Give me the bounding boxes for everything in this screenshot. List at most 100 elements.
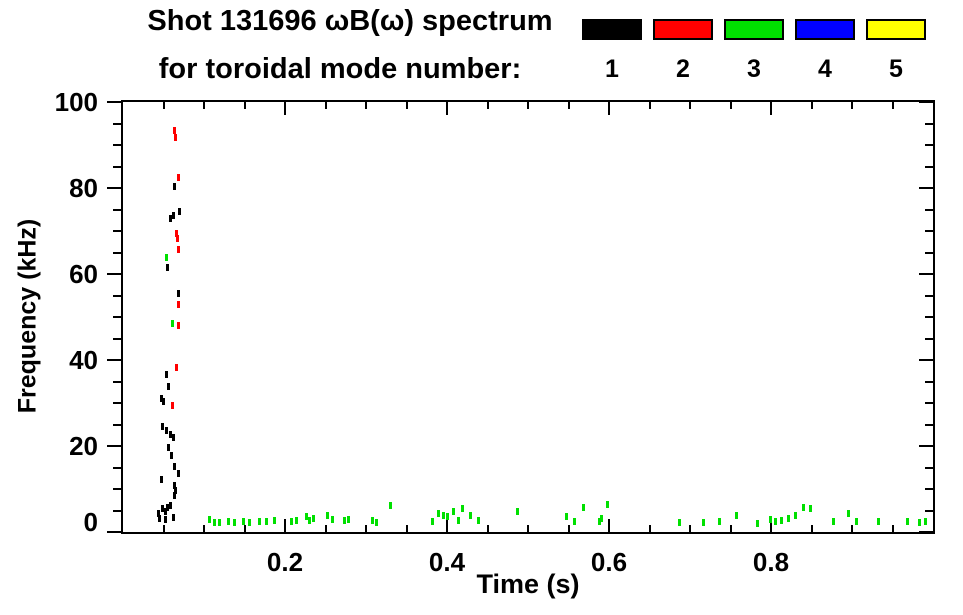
y-minor-tick-left [113, 122, 121, 125]
data-point [445, 513, 449, 521]
data-point [178, 208, 182, 216]
legend-swatch [866, 19, 926, 40]
data-point [170, 401, 174, 409]
y-axis-label: Frequency (kHz) [13, 218, 42, 414]
data-point [257, 518, 261, 526]
data-point [177, 289, 181, 297]
y-major-tick-right [919, 187, 933, 189]
x-major-tick-bottom [608, 519, 610, 532]
data-point [176, 301, 180, 309]
y-minor-tick-right [925, 251, 933, 254]
data-point [515, 508, 519, 516]
chart-title-line1: Shot 131696 ωB(ω) spectrum [147, 5, 553, 37]
x-minor-tick-bottom [486, 525, 489, 532]
data-point [289, 518, 293, 526]
legend-item: 1 [582, 19, 642, 82]
x-minor-tick-bottom [567, 525, 570, 532]
data-point [169, 430, 173, 438]
data-point [347, 516, 351, 524]
data-point [924, 518, 928, 526]
data-point [161, 505, 165, 513]
data-point [173, 183, 177, 191]
y-minor-tick-right [925, 337, 933, 340]
data-point [477, 517, 481, 525]
x-minor-tick-top [324, 102, 327, 109]
y-major-tick-left [107, 101, 121, 103]
data-point [600, 515, 604, 523]
x-minor-tick-top [851, 102, 853, 109]
y-minor-tick-right [925, 509, 933, 512]
data-point [217, 519, 221, 527]
data-point [173, 462, 177, 470]
data-point [468, 512, 472, 520]
data-point [809, 505, 813, 513]
data-point [170, 452, 174, 460]
y-minor-tick-left [113, 251, 121, 254]
data-point [247, 519, 251, 527]
data-point [780, 517, 784, 525]
data-point [165, 371, 169, 379]
y-tick-label: 80 [69, 173, 98, 203]
y-major-tick-right [919, 359, 933, 361]
x-minor-tick-bottom [365, 525, 367, 532]
x-minor-tick-top [729, 102, 732, 109]
y-minor-tick-right [925, 144, 933, 146]
data-point [854, 518, 858, 526]
y-minor-tick-left [113, 144, 121, 146]
data-point [917, 519, 921, 527]
y-tick-label: 100 [54, 87, 98, 117]
data-point [226, 518, 230, 526]
y-minor-tick-right [925, 423, 933, 426]
y-minor-tick-left [113, 423, 121, 426]
x-minor-tick-bottom [203, 525, 205, 532]
data-point [342, 517, 346, 525]
y-minor-tick-right [925, 380, 933, 383]
y-minor-tick-right [925, 208, 933, 211]
x-minor-tick-bottom [243, 525, 246, 532]
data-point [272, 517, 276, 525]
y-minor-tick-right [925, 402, 933, 404]
data-point [176, 470, 180, 478]
data-point [165, 254, 169, 262]
data-point [175, 235, 179, 243]
legend-label: 1 [605, 55, 619, 83]
data-point [160, 475, 164, 483]
data-point [208, 516, 212, 524]
x-major-tick-top [770, 102, 772, 115]
x-minor-tick-bottom [729, 525, 732, 532]
data-point [370, 517, 374, 525]
legend-label: 3 [747, 55, 761, 83]
legend-label: 4 [818, 55, 832, 83]
x-minor-tick-top [648, 102, 651, 109]
chart-title-line2: for toroidal mode number: [158, 53, 522, 85]
data-point [174, 487, 178, 495]
y-minor-tick-left [113, 402, 121, 404]
y-minor-tick-left [113, 316, 121, 318]
legend-swatch [795, 19, 855, 40]
data-point [171, 513, 175, 521]
x-minor-tick-top [243, 102, 246, 109]
data-point [326, 512, 330, 520]
y-minor-tick-left [113, 380, 121, 383]
x-minor-tick-top [365, 102, 367, 109]
data-point [233, 519, 237, 527]
x-minor-tick-bottom [648, 525, 651, 532]
x-minor-tick-top [486, 102, 489, 109]
data-point [165, 427, 169, 435]
y-tick-label: 60 [69, 259, 98, 289]
y-minor-tick-left [113, 337, 121, 340]
data-point [768, 516, 772, 524]
data-point [164, 516, 168, 524]
x-minor-tick-top [203, 102, 205, 109]
legend-item: 2 [653, 19, 713, 82]
data-point [173, 491, 177, 499]
legend-item: 4 [795, 19, 855, 82]
x-minor-tick-bottom [324, 525, 327, 532]
x-minor-tick-top [567, 102, 570, 109]
y-major-tick-right [919, 101, 933, 103]
legend-swatch [724, 19, 784, 40]
data-point [166, 382, 170, 390]
x-major-tick-top [284, 102, 286, 115]
y-minor-tick-right [925, 488, 933, 490]
